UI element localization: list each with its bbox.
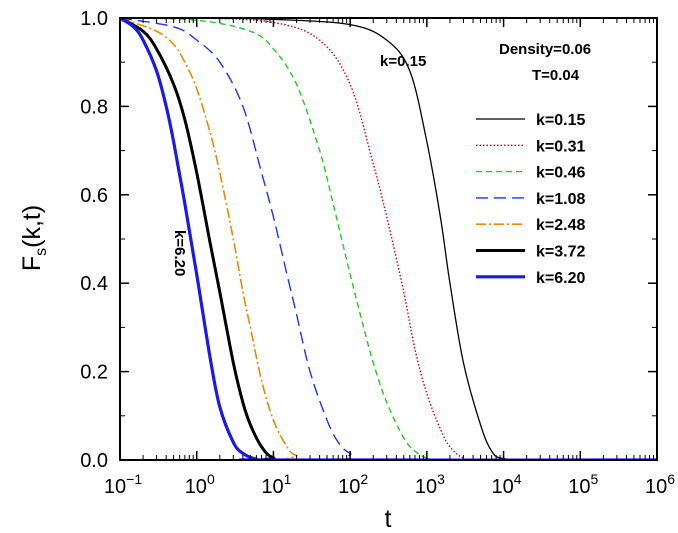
x-tick-mantissa: 10 [261,476,283,498]
temperature-annotation: T=0.04 [532,67,580,84]
legend-label: k=0.31 [536,138,585,155]
x-tick-exponent: 0 [207,471,215,487]
x-tick-label: 106 [645,471,675,498]
x-tick-label: 104 [492,471,522,498]
x-tick-exponent: −1 [126,471,142,487]
x-tick-mantissa: 10 [492,476,514,498]
legend-label: k=6.20 [536,270,585,287]
x-tick-mantissa: 10 [645,476,667,498]
x-tick-exponent: 3 [437,471,445,487]
x-tick-label: 10−1 [104,471,142,498]
y-tick-label: 0.6 [80,185,108,207]
series-layer [120,18,657,460]
series-line-k248 [120,18,657,460]
x-tick-mantissa: 10 [185,476,207,498]
x-tick-exponent: 2 [360,471,368,487]
x-tick-label: 100 [185,471,215,498]
series-line-k108 [120,18,657,460]
series-line-k620 [120,18,657,460]
legend: k=0.15 k=0.31 k=0.46 k=1.08 k=2.48 k=3.72 k=6.… [476,112,585,287]
density-annotation: Density=0.06 [499,41,591,58]
legend-label: k=3.72 [536,244,585,261]
x-tick-label: 105 [568,471,598,498]
curve-label-left: k=6.20 [171,230,188,276]
x-axis-label: t [385,505,392,533]
x-tick-label: 103 [415,471,445,498]
x-tick-exponent: 1 [284,471,292,487]
x-tick-mantissa: 10 [338,476,360,498]
x-tick-exponent: 5 [591,471,599,487]
y-axis-ticks: 0.0 0.2 0.4 0.6 0.8 1.0 [80,8,657,472]
y-axis-label-sub: s [33,248,50,256]
legend-label: k=0.15 [536,112,585,129]
legend-label: k=2.48 [536,217,585,234]
series-line-k031 [120,18,657,460]
y-tick-label: 0.2 [80,362,108,384]
x-tick-mantissa: 10 [104,476,126,498]
curve-label-top: k=0.15 [380,53,426,70]
series-line-k372 [120,18,657,460]
x-tick-label: 102 [338,471,368,498]
legend-label: k=1.08 [536,191,585,208]
y-tick-label: 0.4 [80,273,108,295]
legend-label: k=0.46 [536,165,585,182]
y-tick-label: 0.8 [80,96,108,118]
plot-frame [119,17,658,461]
x-axis-ticks: 10−1 100 101 102 103 104 105 106 [104,18,675,498]
y-tick-label: 0.0 [80,450,108,472]
y-axis-label-rest: (k,t) [18,205,46,248]
x-tick-exponent: 6 [667,471,675,487]
y-tick-label: 1.0 [80,8,108,30]
y-axis-label: Fs(k,t) [18,205,50,271]
x-tick-exponent: 4 [514,471,522,487]
x-tick-mantissa: 10 [568,476,590,498]
y-axis-label-main: F [18,256,46,271]
series-line-k015 [120,18,657,460]
x-tick-mantissa: 10 [415,476,437,498]
x-tick-label: 101 [261,471,291,498]
series-line-k046 [120,18,657,460]
